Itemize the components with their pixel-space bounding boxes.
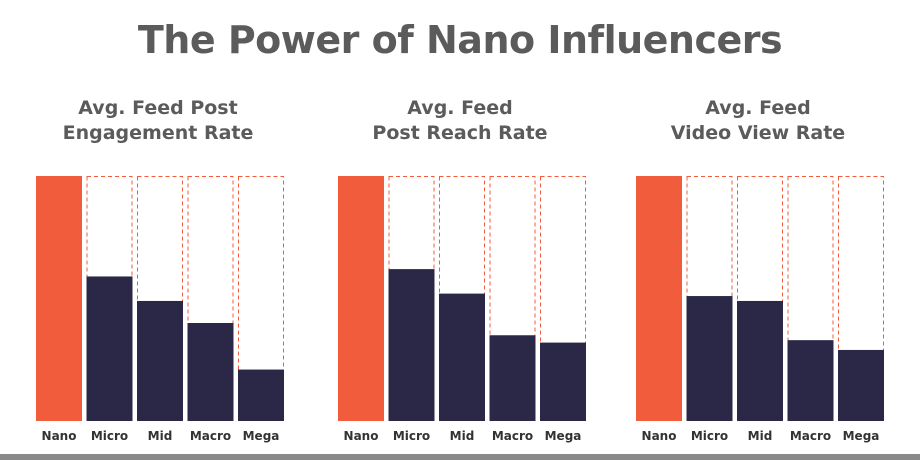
chart-engagement-rate: Nano Micro Mid Macro Mega — [36, 176, 284, 443]
tick-label-macro: Macro — [790, 429, 831, 443]
bar-nano — [338, 176, 384, 421]
bar-micro — [686, 296, 733, 421]
tick-label-mid: Mid — [748, 429, 773, 443]
bar-micro — [86, 276, 133, 421]
tick-label-mega: Mega — [545, 429, 582, 443]
bar-macro — [787, 340, 834, 421]
tick-label-micro: Micro — [91, 429, 128, 443]
chart-title: Avg. Feed Post Engagement Rate — [33, 96, 283, 146]
chart-title-line-2: Engagement Rate — [62, 122, 254, 144]
chart-title-line-2: Video View Rate — [670, 122, 846, 144]
tick-label-nano: Nano — [344, 429, 379, 443]
tick-label-micro: Micro — [691, 429, 728, 443]
bar-mega — [838, 349, 884, 421]
chart-title-line-1: Avg. Feed Post — [78, 97, 238, 119]
bar-mid — [737, 300, 783, 421]
bar-mid — [137, 300, 183, 421]
bar-mid — [439, 293, 485, 421]
chart-title: Avg. Feed Post Reach Rate — [335, 96, 585, 146]
chart-panel-video: Avg. Feed Video View Rate Nano Micro Mid Ma… — [633, 0, 920, 460]
bottom-divider — [0, 454, 920, 460]
tick-label-mega: Mega — [243, 429, 280, 443]
bar-macro — [187, 323, 234, 421]
page-title: The Power of Nano Influencers — [137, 18, 783, 62]
tick-label-nano: Nano — [42, 429, 77, 443]
chart-video-view-rate: Nano Micro Mid Macro Mega — [636, 176, 884, 443]
chart-title-line-1: Avg. Feed — [407, 97, 513, 119]
tick-label-nano: Nano — [642, 429, 677, 443]
bar-nano — [636, 176, 682, 421]
bar-nano — [36, 176, 82, 421]
tick-label-mid: Mid — [148, 429, 173, 443]
chart-title-line-2: Post Reach Rate — [372, 122, 548, 144]
tick-label-macro: Macro — [492, 429, 533, 443]
tick-label-micro: Micro — [393, 429, 430, 443]
chart-reach-rate: Nano Micro Mid Macro Mega — [338, 176, 586, 443]
bar-mega — [238, 369, 284, 421]
tick-label-mega: Mega — [843, 429, 880, 443]
bar-micro — [388, 269, 435, 421]
chart-panel-reach: Avg. Feed Post Reach Rate Nano Micro Mid Ma… — [335, 0, 635, 460]
tick-label-macro: Macro — [190, 429, 231, 443]
tick-label-mid: Mid — [450, 429, 475, 443]
bar-macro — [489, 335, 536, 421]
bar-mega — [540, 342, 586, 421]
chart-title: Avg. Feed Video View Rate — [633, 96, 883, 146]
chart-title-line-1: Avg. Feed — [705, 97, 811, 119]
chart-panel-engagement: Avg. Feed Post Engagement Rate Nano Micro… — [33, 0, 333, 460]
